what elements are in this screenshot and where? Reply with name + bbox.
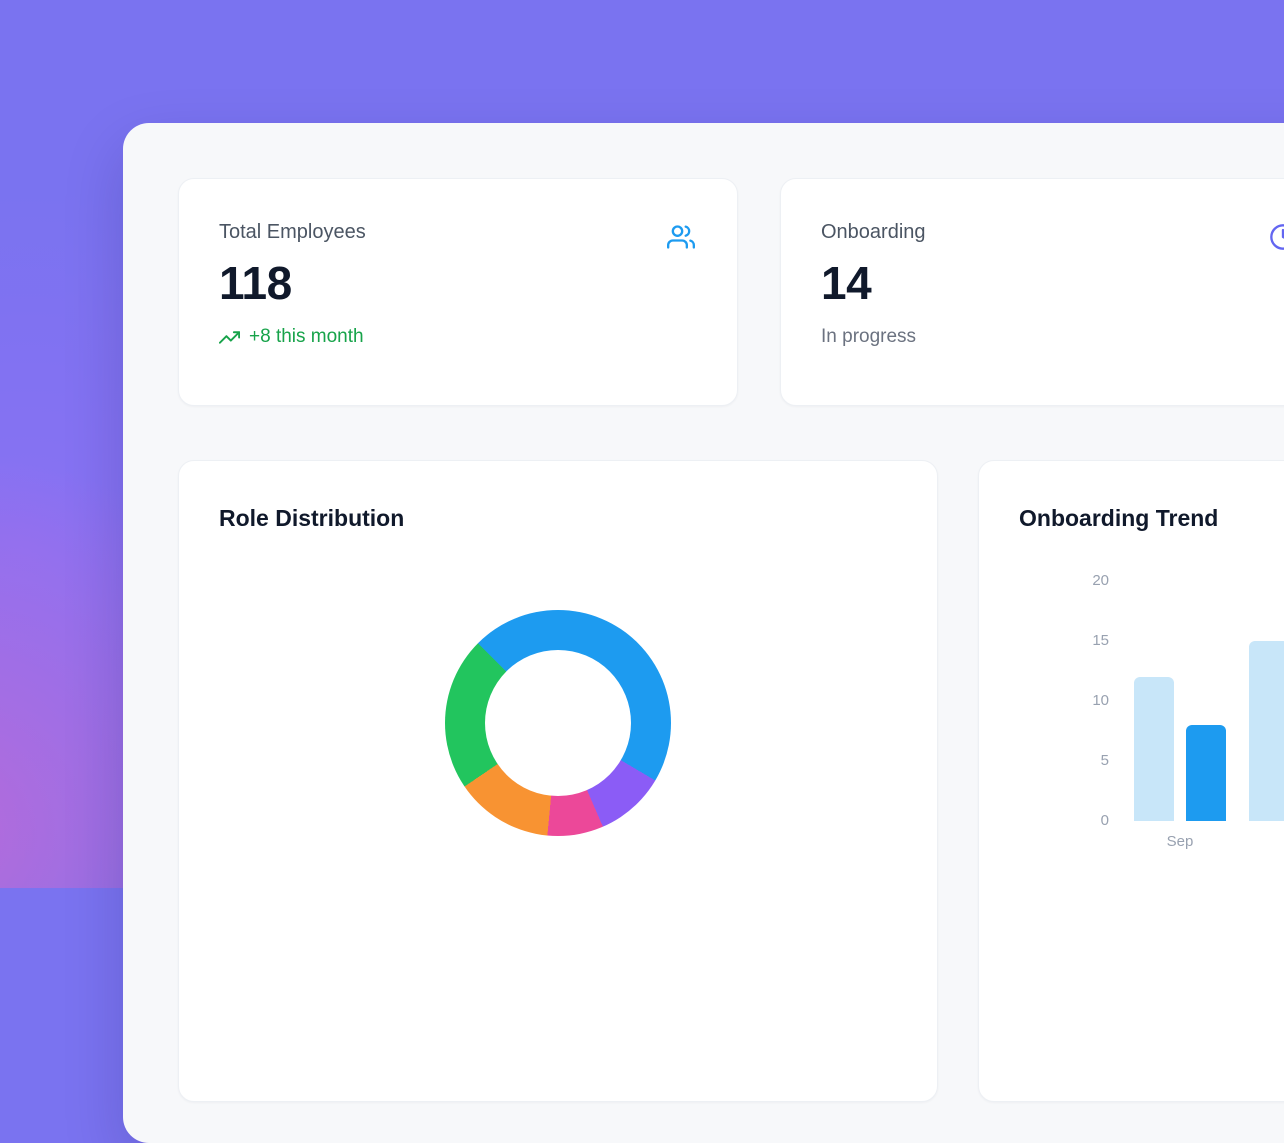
chart-title: Onboarding Trend (1019, 505, 1219, 531)
y-tick-label: 20 (1092, 572, 1109, 589)
bar-plot: Sep Oct (1134, 581, 1284, 850)
x-tick-label: Sep (1166, 833, 1194, 850)
stat-trend: +8 this month (219, 326, 697, 348)
y-tick-label: 10 (1092, 692, 1109, 709)
y-tick-label: 5 (1100, 752, 1109, 769)
users-icon (667, 223, 695, 251)
stat-value: 118 (219, 257, 292, 309)
stat-label: Total Employees (219, 221, 366, 243)
stat-card-total-employees: Total Employees 118 +8 this month (178, 178, 738, 406)
chart-title: Role Distribution (219, 505, 405, 531)
x-tick-label: Oct (1249, 833, 1284, 850)
bar-sep-light-blue (1134, 677, 1174, 821)
stat-subtext: In progress (821, 326, 917, 347)
donut-chart (445, 610, 671, 836)
chart-card-role-distribution: Role Distribution (178, 460, 938, 1102)
chart-card-onboarding-trend: Onboarding Trend 0 5 10 15 20 Sep Oct (978, 460, 1284, 1102)
stat-card-onboarding: Onboarding 14 In progress (780, 178, 1284, 406)
stat-label: Onboarding (821, 221, 926, 243)
y-tick-label: 15 (1092, 632, 1109, 649)
bar-oct-light-blue (1249, 641, 1284, 821)
clock-icon (1269, 223, 1284, 251)
stat-value: 14 (821, 257, 872, 309)
donut-hole (485, 650, 631, 796)
bar-sep-blue (1186, 725, 1226, 821)
dashboard-panel: Total Employees 118 +8 this month Onboar… (123, 123, 1284, 1143)
stat-trend-text: +8 this month (249, 326, 364, 347)
y-axis: 0 5 10 15 20 (1049, 572, 1109, 829)
y-tick-label: 0 (1100, 812, 1109, 829)
trending-up-icon (219, 327, 240, 348)
